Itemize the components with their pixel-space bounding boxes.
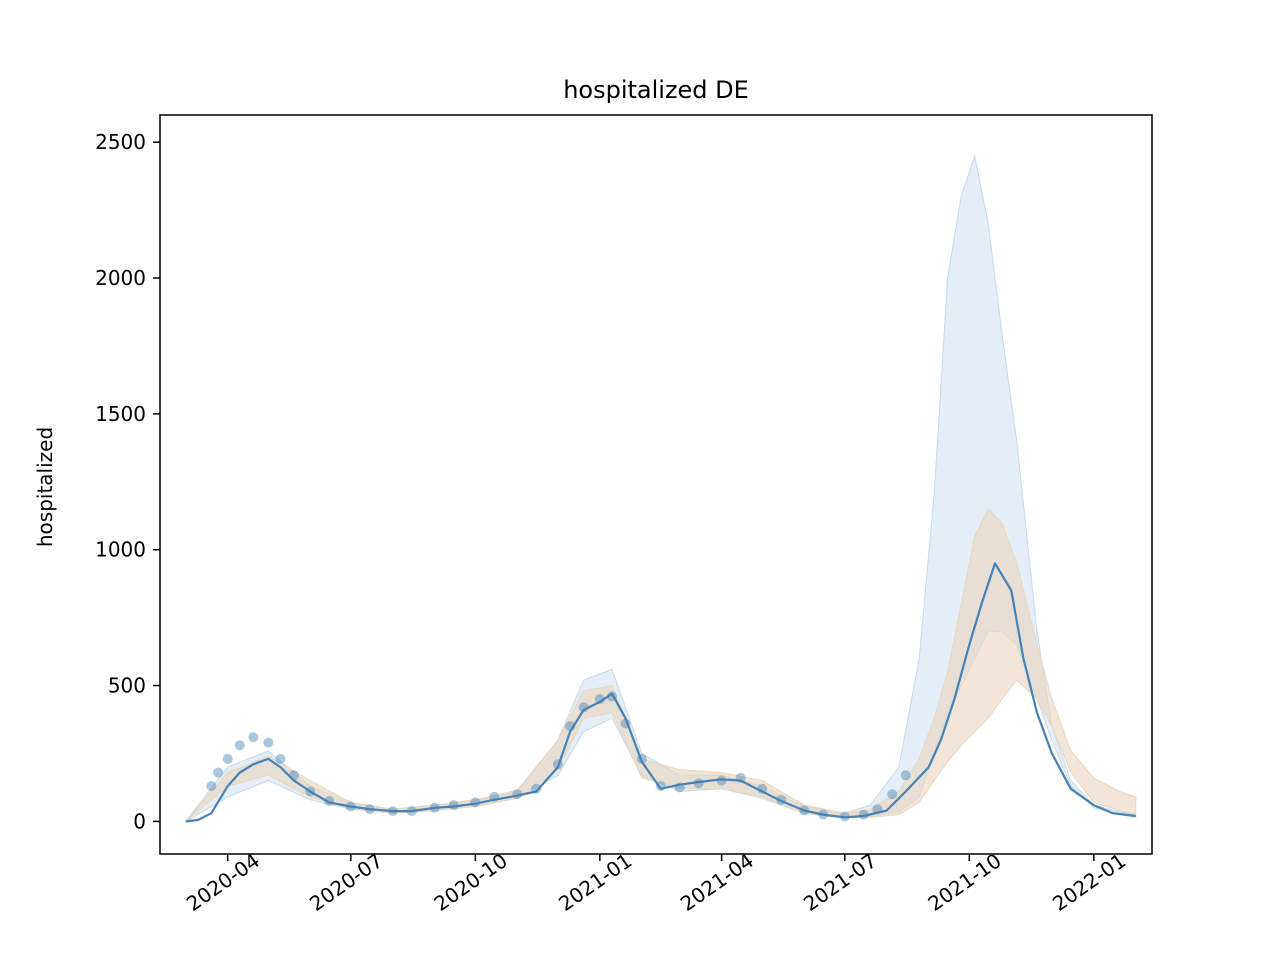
data-point xyxy=(234,740,245,751)
data-point xyxy=(248,732,259,743)
y-tick-label: 2500 xyxy=(95,130,146,154)
data-point xyxy=(289,770,299,781)
data-point xyxy=(716,775,727,786)
data-point xyxy=(206,781,217,792)
plot-frame xyxy=(159,114,1153,855)
y-axis: 0 500 1000 1500 2000 2500 xyxy=(95,130,160,833)
series-line xyxy=(185,562,1136,823)
data-point xyxy=(213,767,224,778)
data-point xyxy=(275,753,286,764)
data-point xyxy=(900,770,911,781)
uncertainty-band-narrow xyxy=(185,508,1137,822)
data-point xyxy=(222,753,233,764)
data-point xyxy=(594,694,605,705)
data-point xyxy=(263,737,274,748)
y-tick-label: 0 xyxy=(133,809,146,833)
y-axis-label: hospitalized xyxy=(33,427,57,547)
data-point xyxy=(887,789,898,800)
y-tick-label: 1000 xyxy=(95,538,146,562)
y-tick-label: 500 xyxy=(108,674,146,698)
chart-title: hospitalized DE xyxy=(563,76,749,104)
plot-area xyxy=(185,153,1137,823)
y-tick-label: 2000 xyxy=(95,266,146,290)
y-tick-label: 1500 xyxy=(95,402,146,426)
